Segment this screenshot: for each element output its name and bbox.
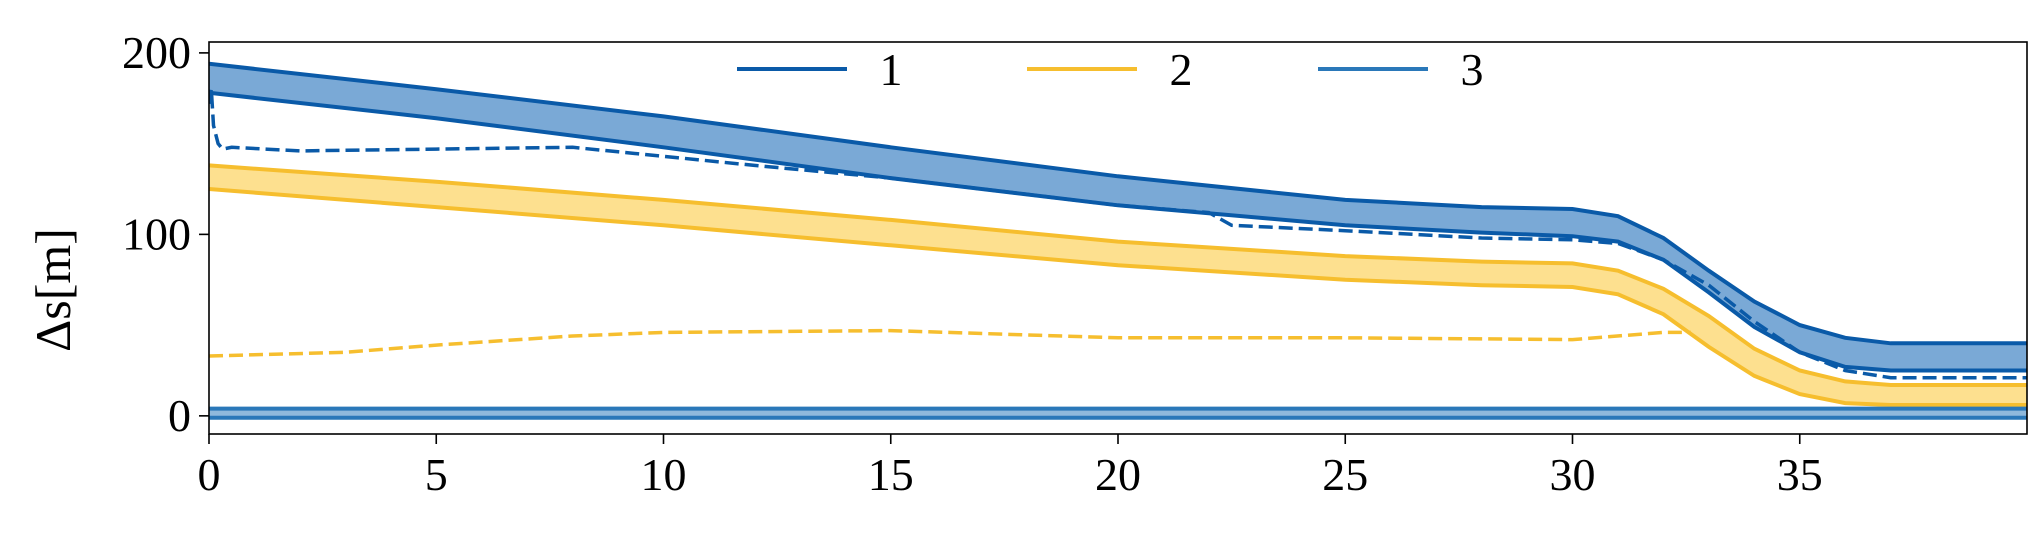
band-fill-1	[209, 63, 2027, 371]
band-upper-line-1	[209, 61, 2027, 346]
band-upper-line-2	[209, 163, 2027, 387]
axes: 0 5 10 15 20 25 30 35 0 100 200	[122, 27, 2028, 500]
x-tick-label-3: 15	[868, 449, 914, 500]
legend-label-3: 3	[1461, 44, 1484, 95]
legend-label-1: 1	[880, 44, 903, 95]
x-tick-label-1: 5	[425, 449, 448, 500]
x-tick-label-5: 25	[1322, 449, 1368, 500]
plot-area	[209, 61, 2027, 420]
x-tick-label-0: 0	[198, 449, 221, 500]
x-tick-label-6: 30	[1550, 449, 1596, 500]
dashed-line-2	[209, 328, 1691, 358]
legend: 1 2 3	[737, 44, 1484, 95]
y-tick-label-0: 0	[168, 390, 191, 441]
band-lower-line-1	[209, 90, 2027, 373]
plot-clip-group	[209, 61, 2027, 420]
band-fill-3	[209, 408, 2027, 418]
y-axis-label: Δs[m]	[25, 228, 81, 352]
band-lower-line-2	[209, 187, 2027, 407]
y-tick-label-2: 200	[122, 27, 191, 78]
x-tick-label-2: 10	[641, 449, 687, 500]
legend-label-2: 2	[1170, 44, 1193, 95]
x-tick-label-7: 35	[1777, 449, 1823, 500]
y-tick-label-1: 100	[122, 208, 191, 259]
x-tick-label-4: 20	[1095, 449, 1141, 500]
dashed-line-1	[209, 88, 2027, 380]
